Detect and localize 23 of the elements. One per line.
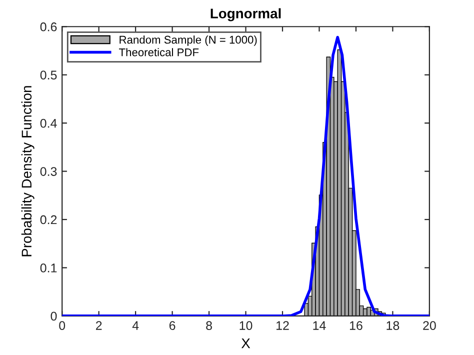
x-axis-title: X [241,338,250,348]
legend-label: Theoretical PDF [119,48,199,56]
y-axis-title: Probability Density Function [21,86,34,256]
x-tick-label: 14 [313,321,326,330]
x-tick-label: 8 [206,321,212,330]
y-tick-label: 0.6 [40,22,57,32]
x-tick-label: 10 [240,321,252,330]
x-tick-label: 16 [350,321,362,330]
y-tick-label: 0 [50,312,57,321]
x-tick-label: 18 [386,321,400,330]
legend-label: Random Sample (N = 1000) [120,36,257,46]
y-tick-label: 0.2 [40,215,57,224]
x-tick-label: 12 [276,321,289,330]
x-tick-label: 6 [169,321,176,330]
x-tick-label: 2 [96,321,102,330]
x-tick-label: 20 [423,321,436,330]
y-tick-label: 0.3 [40,167,57,176]
y-tick-label: 0.5 [40,70,57,80]
chart-title: Lognormal [210,8,281,22]
y-tick-label: 0.1 [40,264,57,272]
x-tick-label: 0 [59,321,66,330]
x-tick-label: 4 [132,321,139,330]
y-tick-label: 0.4 [40,118,57,128]
